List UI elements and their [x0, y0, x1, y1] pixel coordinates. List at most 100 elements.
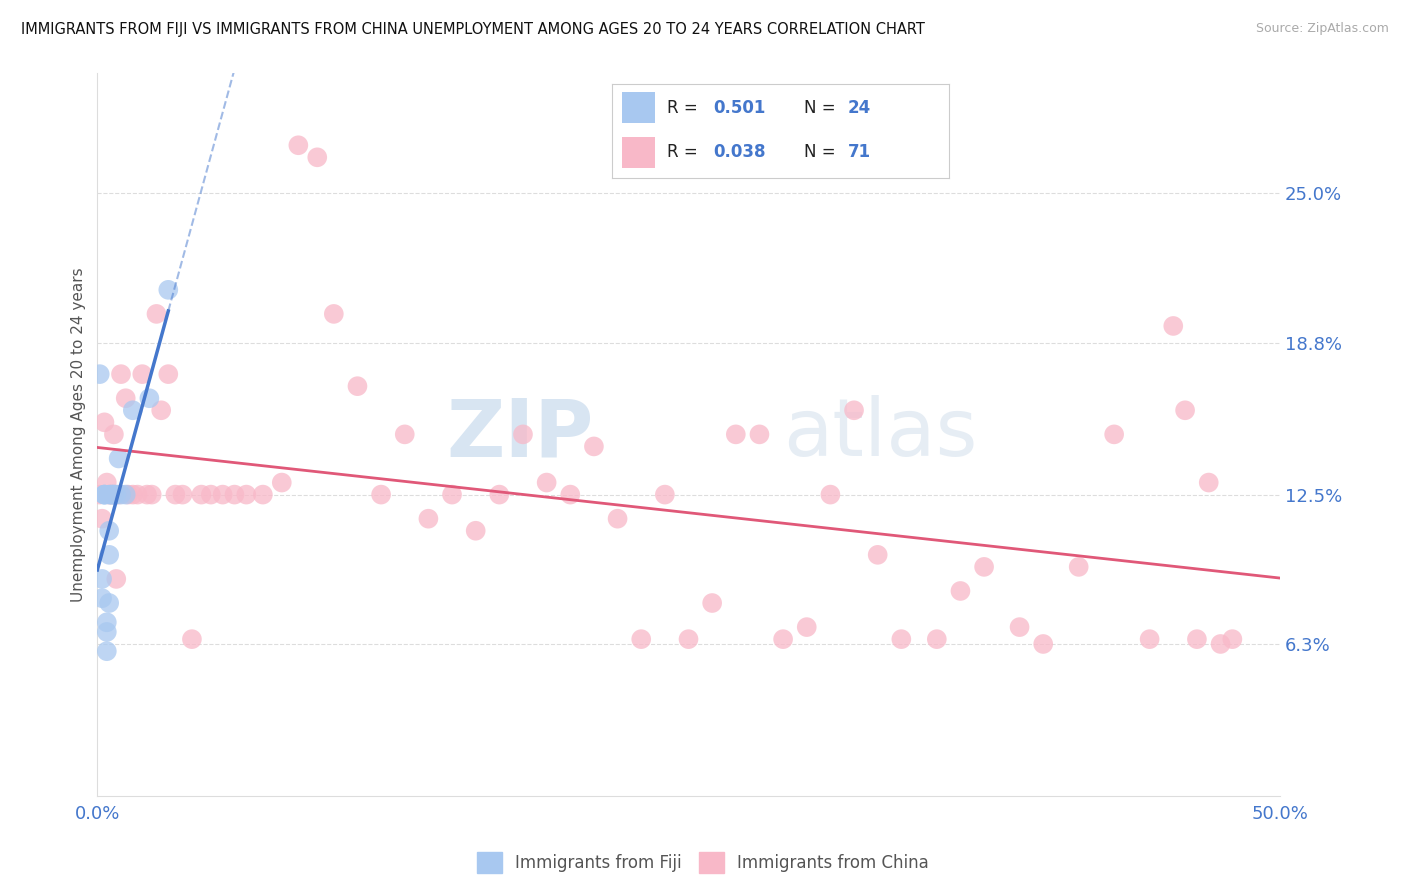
Point: [464, 524, 486, 538]
Point: [973, 560, 995, 574]
Point: [949, 584, 972, 599]
Point: [100, 487, 122, 501]
Point: [100, 487, 122, 501]
Point: [488, 487, 510, 501]
Point: [582, 439, 605, 453]
Point: [136, 487, 159, 501]
Point: [252, 487, 274, 501]
Point: [394, 427, 416, 442]
Point: [748, 427, 770, 442]
Point: [560, 487, 582, 501]
Point: [606, 511, 628, 525]
Point: [98, 596, 121, 610]
Point: [842, 403, 865, 417]
Point: [866, 548, 889, 562]
Point: [93, 487, 115, 501]
Point: [121, 403, 143, 417]
Point: [1161, 318, 1184, 333]
Point: [370, 487, 392, 501]
Point: [96, 624, 118, 639]
Point: [796, 620, 818, 634]
Point: [441, 487, 464, 501]
Point: [96, 615, 118, 630]
Point: [418, 511, 440, 525]
Point: [96, 475, 118, 490]
Point: [114, 487, 136, 501]
Point: [1139, 632, 1161, 647]
Point: [1008, 620, 1031, 634]
Point: [772, 632, 794, 647]
Point: [100, 487, 122, 501]
Point: [1102, 427, 1125, 442]
Point: [103, 427, 125, 442]
Legend: Immigrants from Fiji, Immigrants from China: Immigrants from Fiji, Immigrants from Ch…: [471, 846, 935, 880]
Point: [890, 632, 912, 647]
Point: [181, 632, 204, 647]
Point: [287, 138, 309, 153]
Text: atlas: atlas: [783, 395, 977, 474]
Point: [270, 475, 292, 490]
Point: [110, 487, 132, 501]
Point: [93, 487, 115, 501]
Point: [91, 591, 114, 606]
Point: [820, 487, 842, 501]
Point: [157, 367, 180, 381]
Point: [1032, 637, 1054, 651]
Point: [1198, 475, 1220, 490]
Text: Source: ZipAtlas.com: Source: ZipAtlas.com: [1256, 22, 1389, 36]
Point: [322, 307, 344, 321]
Point: [110, 367, 132, 381]
Point: [127, 487, 149, 501]
Point: [103, 487, 125, 501]
Point: [98, 487, 121, 501]
Point: [654, 487, 676, 501]
Point: [98, 548, 121, 562]
Point: [200, 487, 222, 501]
Point: [145, 307, 167, 321]
Y-axis label: Unemployment Among Ages 20 to 24 years: Unemployment Among Ages 20 to 24 years: [72, 267, 86, 602]
Point: [346, 379, 368, 393]
Point: [536, 475, 558, 490]
Point: [121, 487, 143, 501]
Point: [107, 451, 129, 466]
Point: [190, 487, 212, 501]
Point: [1067, 560, 1090, 574]
Point: [224, 487, 246, 501]
Point: [138, 391, 160, 405]
Point: [1185, 632, 1208, 647]
Point: [89, 367, 111, 381]
Point: [105, 487, 128, 501]
Point: [678, 632, 700, 647]
Point: [96, 644, 118, 658]
Point: [702, 596, 724, 610]
Point: [131, 367, 153, 381]
Point: [165, 487, 187, 501]
Text: IMMIGRANTS FROM FIJI VS IMMIGRANTS FROM CHINA UNEMPLOYMENT AMONG AGES 20 TO 24 Y: IMMIGRANTS FROM FIJI VS IMMIGRANTS FROM …: [21, 22, 925, 37]
Point: [150, 403, 173, 417]
Point: [211, 487, 233, 501]
Point: [98, 487, 121, 501]
Point: [1174, 403, 1197, 417]
Point: [89, 487, 111, 501]
Point: [105, 572, 128, 586]
Point: [512, 427, 534, 442]
Point: [630, 632, 652, 647]
Point: [93, 415, 115, 429]
Point: [91, 511, 114, 525]
Point: [103, 487, 125, 501]
Point: [172, 487, 194, 501]
Point: [925, 632, 948, 647]
Point: [117, 487, 139, 501]
Point: [98, 524, 121, 538]
Text: ZIP: ZIP: [447, 395, 593, 474]
Point: [157, 283, 180, 297]
Point: [1209, 637, 1232, 651]
Point: [114, 391, 136, 405]
Point: [141, 487, 163, 501]
Point: [107, 487, 129, 501]
Point: [1222, 632, 1244, 647]
Point: [91, 572, 114, 586]
Point: [235, 487, 257, 501]
Point: [307, 150, 329, 164]
Point: [724, 427, 747, 442]
